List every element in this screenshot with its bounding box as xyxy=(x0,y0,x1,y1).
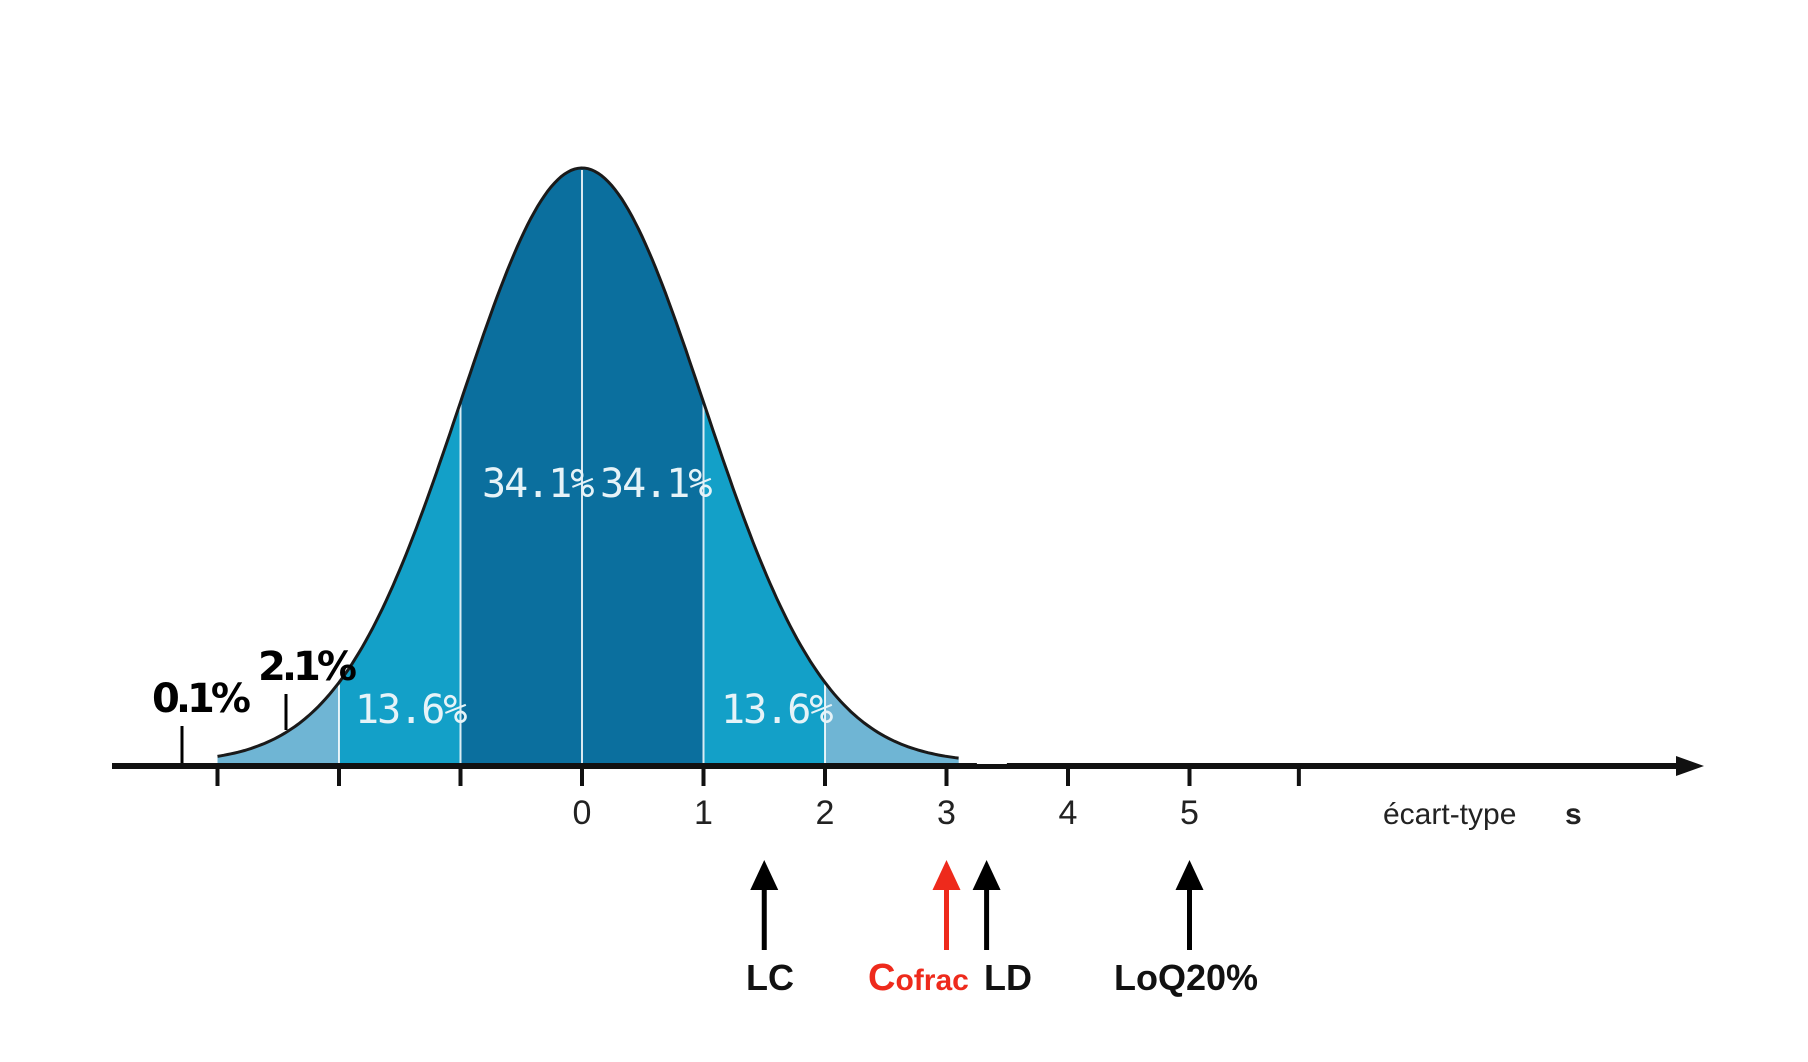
marker-label-cofrac: Cofrac xyxy=(868,957,969,999)
label-left-tail: 0.1% xyxy=(152,676,250,722)
band-left-3sd xyxy=(217,682,339,763)
tick-label-0: 0 xyxy=(573,794,592,832)
tick-label-2: 2 xyxy=(816,794,835,832)
band-right-3sd xyxy=(825,682,959,763)
tick-labels: 0 1 2 3 4 5 xyxy=(573,794,1199,832)
axis-gap xyxy=(976,760,1007,764)
marker-label-cofrac-initial: C xyxy=(868,957,895,999)
marker-head xyxy=(932,860,961,890)
distribution-curve xyxy=(217,166,959,763)
marker-label-cofrac-rest: ofrac xyxy=(895,964,968,997)
marker-label-ld: LD xyxy=(984,957,1032,998)
marker-head xyxy=(750,860,779,890)
marker-head xyxy=(1175,860,1204,890)
label-right-middle: 13.6% xyxy=(721,687,833,733)
band-dividers xyxy=(338,170,826,763)
tick-label-1: 1 xyxy=(694,794,713,832)
marker-label-loq: LoQ20% xyxy=(1114,957,1258,998)
axis-arrowhead xyxy=(1676,756,1704,776)
tick-label-3: 3 xyxy=(937,794,956,832)
label-left-outer: 2.1% xyxy=(258,644,356,690)
label-right-inner: 34.1% xyxy=(600,461,712,507)
axis-ticks xyxy=(215,766,1301,786)
x-axis xyxy=(112,756,1704,786)
marker-arrow-ld xyxy=(972,860,1001,950)
axis-title: écart-type xyxy=(1383,798,1516,831)
marker-arrow-lc xyxy=(750,860,779,950)
label-left-inner: 34.1% xyxy=(482,461,594,507)
axis-symbol: s xyxy=(1565,798,1582,831)
tick-label-5: 5 xyxy=(1180,794,1199,832)
curve-outline xyxy=(217,166,959,760)
label-left-middle: 13.6% xyxy=(355,687,467,733)
marker-arrow-loq xyxy=(1175,860,1204,950)
marker-arrow-cofrac xyxy=(932,860,961,950)
marker-head xyxy=(972,860,1001,890)
tick-label-4: 4 xyxy=(1059,794,1078,832)
marker-arrows xyxy=(750,860,1204,950)
marker-label-lc: LC xyxy=(746,957,794,998)
